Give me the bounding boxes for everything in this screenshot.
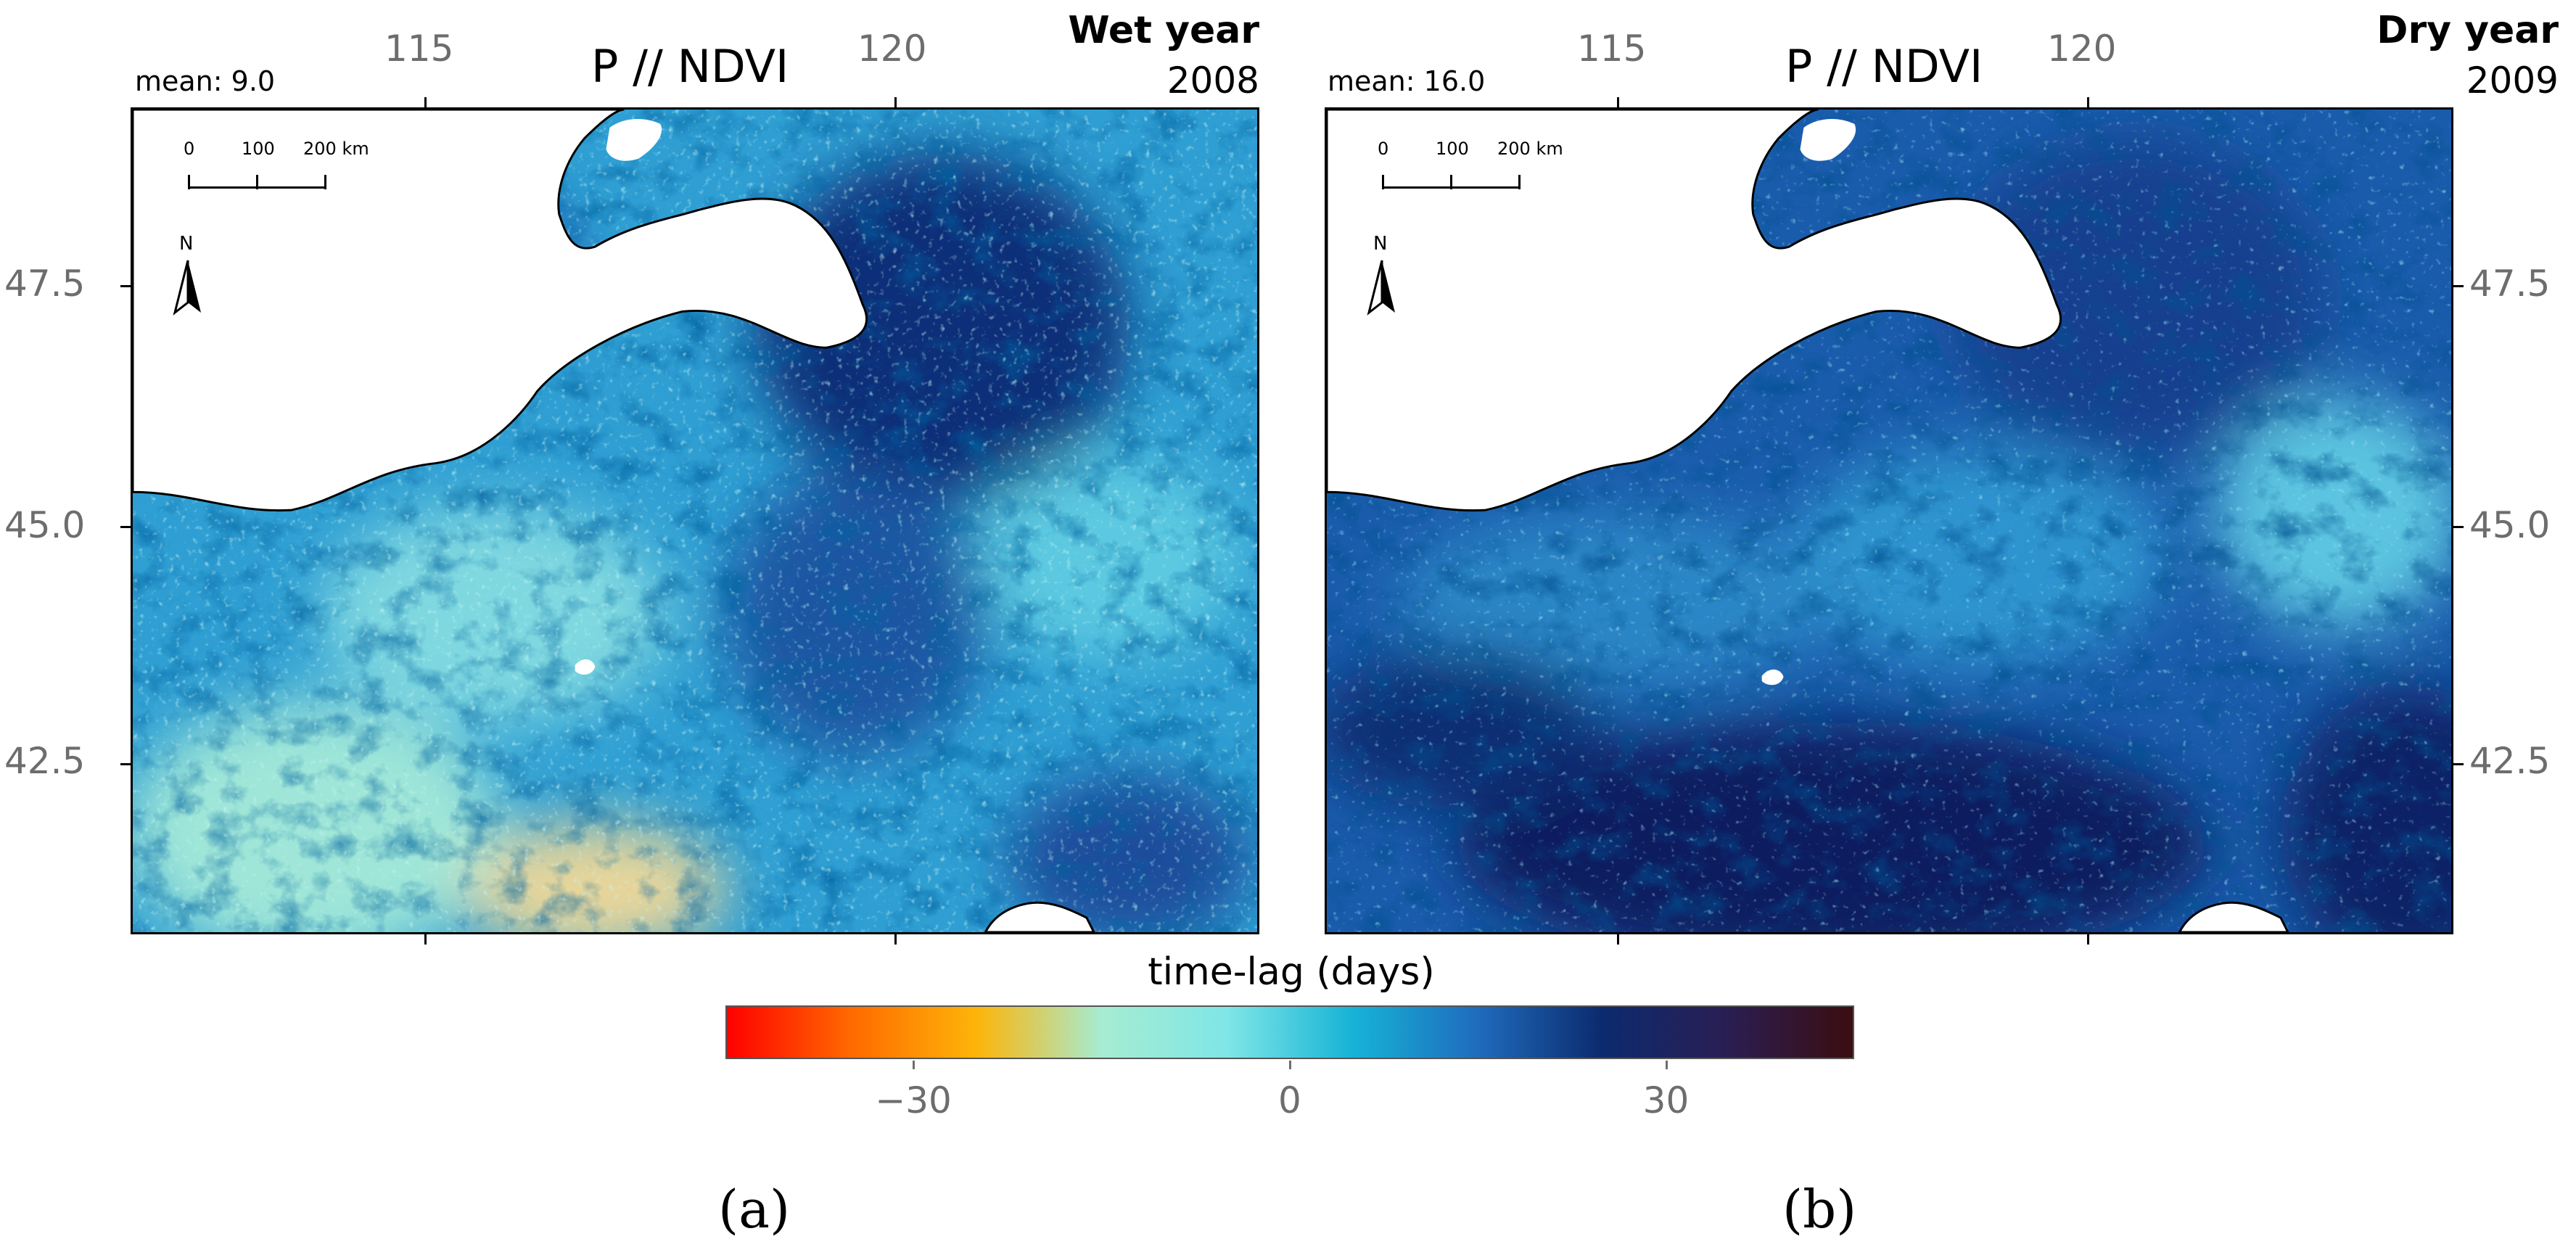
lon-tick-label: 115: [384, 28, 454, 70]
scale-tick: [256, 175, 258, 189]
coast-bay: [984, 901, 1095, 932]
tick-mark: [2087, 97, 2089, 107]
scale-label: 100: [1436, 139, 1469, 159]
legend-tick: [1665, 1061, 1668, 1069]
lake-small: [575, 659, 596, 675]
tick-mark: [120, 763, 131, 765]
tick-mark: [2087, 934, 2089, 944]
scale-bar: 0 100 200 km: [1356, 139, 1563, 320]
scale-label: 100: [242, 139, 275, 159]
lon-tick-label: 115: [1577, 28, 1647, 70]
year-value: 2008: [1166, 59, 1259, 102]
legend-tick-label: 30: [1642, 1079, 1690, 1122]
tick-mark: [894, 97, 897, 107]
lake-small: [1800, 118, 1856, 161]
panel-title: P // NDVI: [591, 40, 789, 93]
subfigure-label-b: (b): [1782, 1179, 1857, 1240]
lake-region: [133, 110, 868, 512]
legend-title: time-lag (days): [1148, 950, 1435, 994]
panel-dry-year: mean: 16.0 P // NDVI Dry year 2009 115 1…: [1299, 0, 2576, 958]
tick-mark: [120, 526, 131, 528]
mean-label: mean: 16.0: [1328, 65, 1486, 97]
lat-tick-label: 45.0: [2469, 504, 2551, 546]
year-label: Wet year: [1068, 9, 1259, 52]
tick-mark: [424, 97, 427, 107]
tick-mark: [120, 285, 131, 287]
scale-label: 200 km: [303, 139, 369, 159]
legend-tick: [1289, 1061, 1291, 1069]
lake-region: [1327, 110, 2062, 512]
tick-mark: [424, 934, 427, 944]
colorbar: [725, 1005, 1854, 1059]
lat-tick-label: 47.5: [4, 263, 86, 305]
lake-small: [1761, 670, 1784, 686]
panel-title: P // NDVI: [1785, 40, 1983, 93]
scale-label: 0: [184, 139, 195, 159]
lat-tick-label: 42.5: [2469, 740, 2551, 782]
legend-tick-label: 0: [1278, 1079, 1301, 1122]
lake-small: [606, 118, 662, 161]
tick-mark: [2453, 763, 2464, 765]
scale-tick: [1382, 175, 1384, 189]
scale-label: 200 km: [1497, 139, 1563, 159]
mean-label: mean: 9.0: [135, 65, 276, 97]
legend-tick: [913, 1061, 915, 1069]
tick-mark: [1617, 97, 1619, 107]
lon-tick-label: 120: [2047, 28, 2117, 70]
panel-wet-year: mean: 9.0 P // NDVI Wet year 2008 115 12…: [0, 0, 1277, 958]
north-label: N: [1373, 233, 1388, 255]
north-arrow-icon: N: [1362, 233, 1405, 320]
coast-bay: [2178, 901, 2289, 932]
legend-tick-label: −30: [875, 1079, 952, 1122]
tick-mark: [1617, 934, 1619, 944]
scale-tick: [324, 175, 326, 189]
scale-bar: 0 100 200 km: [162, 139, 369, 320]
north-label: N: [179, 233, 194, 255]
scale-label: 0: [1378, 139, 1389, 159]
north-arrow-icon: N: [168, 233, 211, 320]
lat-tick-label: 45.0: [4, 504, 86, 546]
colorbar-legend: time-lag (days) −30 0 30: [725, 950, 1857, 1122]
lag-field: [1327, 110, 2451, 932]
year-label: Dry year: [2377, 9, 2559, 52]
lat-tick-label: 47.5: [2469, 263, 2551, 305]
map: 0 100 200 km N: [131, 107, 1259, 934]
tick-mark: [2453, 526, 2464, 528]
map: 0 100 200 km N: [1325, 107, 2453, 934]
tick-mark: [2453, 285, 2464, 287]
scale-tick: [188, 175, 190, 189]
lon-tick-label: 120: [857, 28, 927, 70]
scale-tick: [1450, 175, 1452, 189]
lat-tick-label: 42.5: [4, 740, 86, 782]
tick-mark: [894, 934, 897, 944]
year-value: 2009: [2466, 59, 2559, 102]
scale-tick: [1518, 175, 1521, 189]
subfigure-label-a: (a): [718, 1179, 791, 1240]
lag-field: [133, 110, 1257, 932]
